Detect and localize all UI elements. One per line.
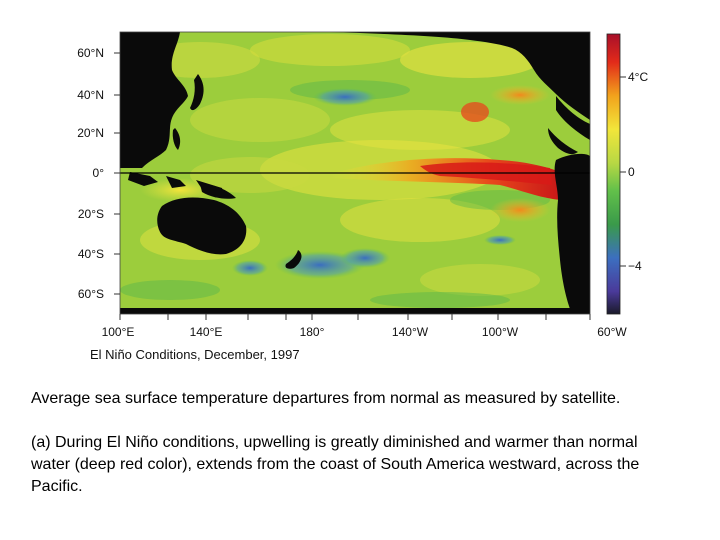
sst-anomaly-map: 60°N 40°N 20°N 0° 20°S 40°S 60°S 100°E 1… xyxy=(77,31,648,362)
land-south-america xyxy=(554,153,590,314)
caption: Average sea surface temperature departur… xyxy=(31,388,681,498)
map-title: El Niño Conditions, December, 1997 xyxy=(90,347,300,362)
colorbar-label-4c: 4°C xyxy=(628,70,648,84)
land-masses xyxy=(120,32,590,314)
land-new-guinea xyxy=(200,184,236,199)
lon-ticks xyxy=(119,314,591,320)
lat-label-20n: 20°N xyxy=(77,126,104,140)
lon-label-100w: 100°W xyxy=(482,325,519,339)
lat-ticks xyxy=(114,52,120,295)
land-asia xyxy=(120,32,188,168)
lat-label-0: 0° xyxy=(93,166,105,180)
lat-label-40s: 40°S xyxy=(78,247,104,261)
land-australia xyxy=(157,197,247,255)
lat-labels: 60°N 40°N 20°N 0° 20°S 40°S 60°S xyxy=(77,46,104,301)
land-central-america xyxy=(548,128,578,155)
lat-label-40n: 40°N xyxy=(77,88,104,102)
caption-paragraph-1: Average sea surface temperature departur… xyxy=(31,390,621,407)
el-nino-core xyxy=(420,162,552,185)
lon-label-180: 180° xyxy=(300,325,325,339)
lat-label-20s: 20°S xyxy=(78,207,104,221)
lon-label-140e: 140°E xyxy=(190,325,223,339)
map-area xyxy=(120,32,590,314)
lon-labels: 100°E 140°E 180° 140°W 100°W 60°W xyxy=(102,325,628,339)
land-north-america xyxy=(330,32,590,140)
colorbar-scale xyxy=(606,33,621,315)
land-new-zealand xyxy=(285,250,302,269)
land-japan xyxy=(190,74,204,111)
caption-paragraph-2: (a) During El Niño conditions, upwelling… xyxy=(31,434,640,495)
land-antarctica-edge xyxy=(120,308,590,314)
colorbar: 4°C 0 −4 xyxy=(606,33,648,315)
lon-label-60w: 60°W xyxy=(597,325,627,339)
lat-label-60s: 60°S xyxy=(78,287,104,301)
lat-label-60n: 60°N xyxy=(77,46,104,60)
lon-label-140w: 140°W xyxy=(392,325,429,339)
colorbar-label-minus4: −4 xyxy=(628,259,642,273)
land-philippines xyxy=(172,128,181,150)
land-indonesia xyxy=(128,172,224,194)
sst-anomaly-map-figure: 60°N 40°N 20°N 0° 20°S 40°S 60°S 100°E 1… xyxy=(77,31,648,362)
lon-label-100e: 100°E xyxy=(102,325,135,339)
colorbar-label-0: 0 xyxy=(628,165,635,179)
